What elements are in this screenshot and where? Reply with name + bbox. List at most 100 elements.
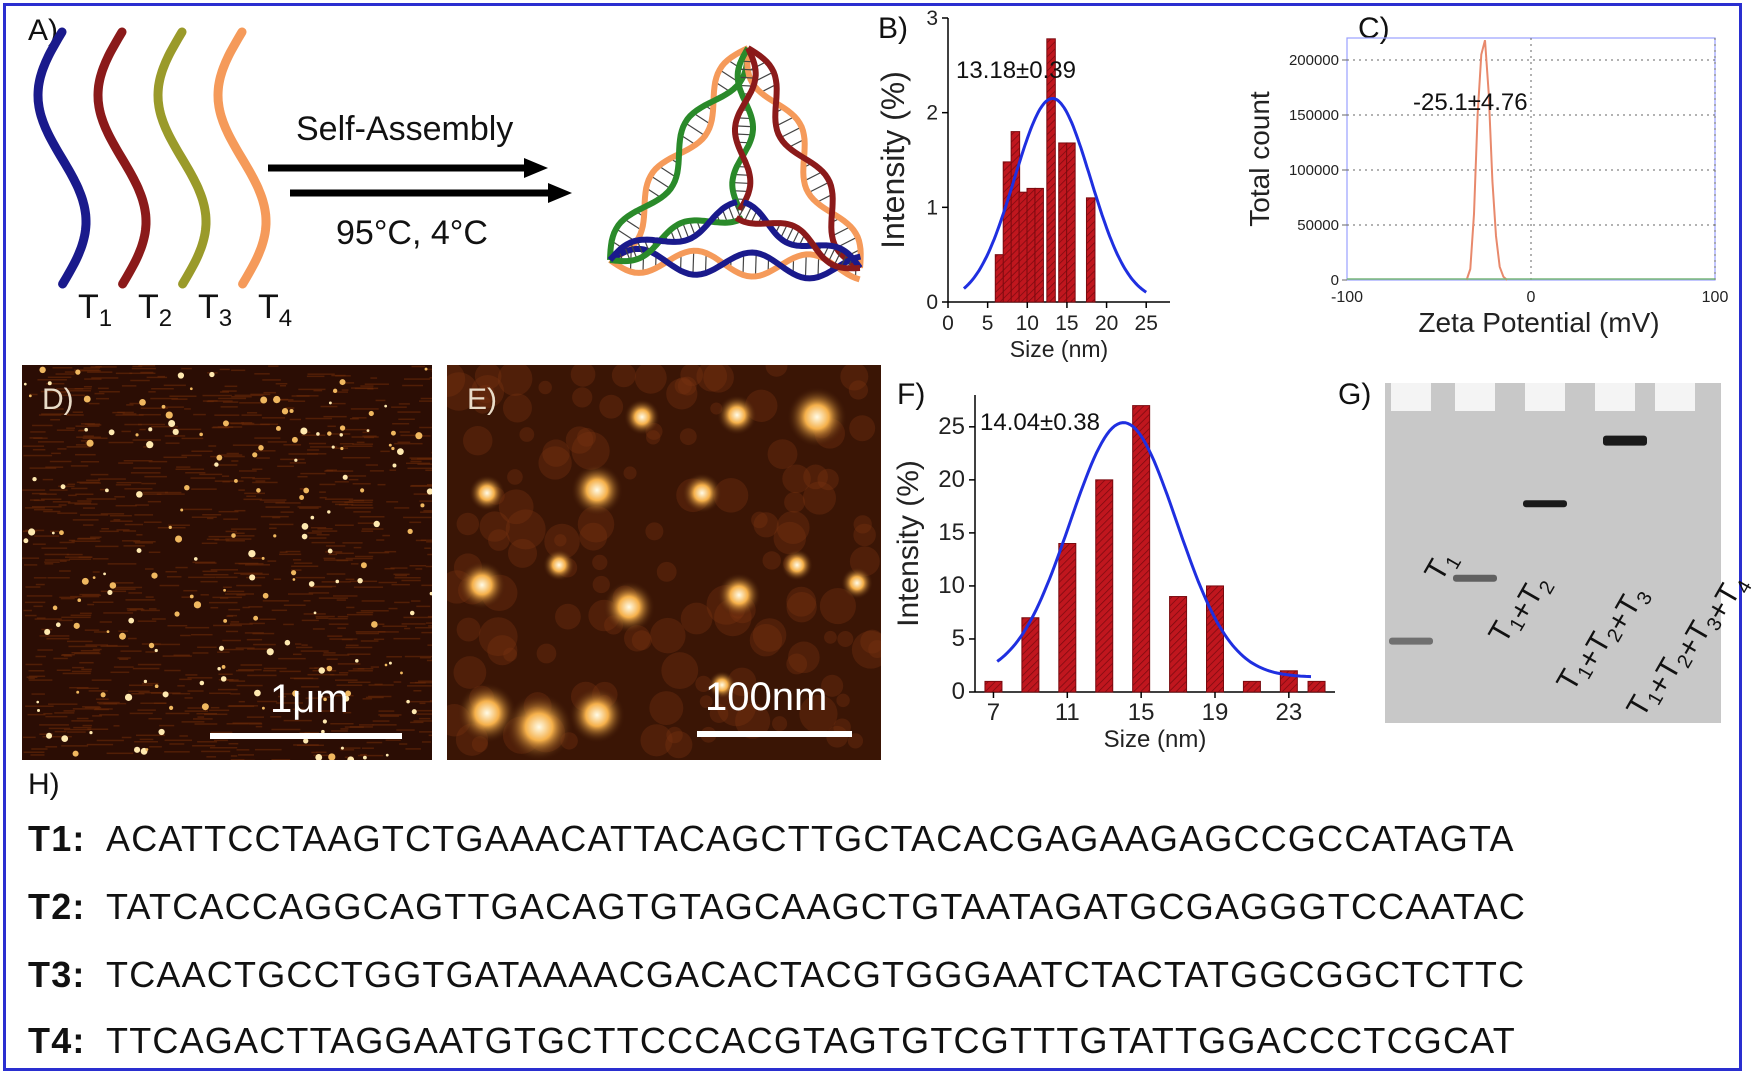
texture-streak — [31, 693, 45, 695]
panel-a-scheme: T1 T2 T3 T4 Self-Assembly 95°C, 4°C — [33, 27, 864, 332]
texture-streak — [352, 443, 374, 445]
x-tick-label: 15 — [1128, 699, 1155, 726]
texture-streak — [190, 477, 216, 479]
particle-dot — [388, 661, 392, 665]
texture-blob — [577, 505, 615, 543]
texture-streak — [231, 395, 252, 398]
texture-blob — [799, 694, 838, 734]
texture-streak — [83, 367, 100, 369]
strand-label-t3: T3 — [198, 288, 232, 332]
texture-streak — [115, 414, 144, 416]
texture-streak — [311, 541, 335, 544]
texture-streak — [293, 744, 319, 746]
texture-streak — [420, 397, 432, 400]
particle-dot — [55, 622, 61, 628]
texture-streak — [110, 671, 130, 674]
texture-blob — [579, 522, 608, 551]
texture-streak — [59, 541, 75, 544]
texture-streak — [35, 655, 46, 658]
texture-streak — [47, 376, 72, 379]
particle-dot — [184, 484, 190, 491]
texture-streak — [236, 594, 246, 596]
texture-streak — [80, 514, 109, 516]
texture-streak — [344, 507, 374, 509]
texture-streak — [255, 725, 263, 728]
texture-streak — [273, 578, 282, 580]
texture-streak — [69, 558, 92, 560]
texture-streak — [240, 573, 269, 576]
texture-streak — [351, 504, 373, 506]
texture-streak — [226, 615, 234, 617]
texture-blob — [868, 640, 881, 659]
texture-streak — [332, 391, 348, 393]
texture-streak — [201, 542, 218, 545]
texture-streak — [193, 413, 206, 416]
texture-streak — [114, 588, 136, 590]
texture-streak — [359, 516, 385, 518]
texture-streak — [25, 705, 54, 707]
texture-streak — [87, 371, 113, 373]
texture-streak — [279, 693, 301, 695]
texture-streak — [327, 425, 336, 428]
particle-dot — [148, 642, 155, 649]
texture-streak — [74, 652, 101, 655]
texture-blob — [819, 587, 856, 625]
texture-streak — [177, 685, 185, 687]
texture-streak — [101, 527, 109, 530]
texture-streak — [360, 610, 389, 612]
texture-streak — [425, 565, 432, 568]
particle-dot — [326, 665, 333, 672]
texture-streak — [409, 457, 432, 459]
texture-blob — [656, 561, 677, 582]
texture-streak — [169, 743, 185, 745]
texture-streak — [396, 729, 415, 731]
texture-blob — [773, 521, 807, 555]
texture-streak — [348, 478, 359, 481]
x-axis-label: Zeta Potential (mV) — [1418, 307, 1659, 338]
texture-streak — [137, 620, 157, 622]
texture-streak — [340, 728, 349, 730]
texture-streak — [76, 481, 100, 484]
zeta-annotation: -25.1±4.76 — [1413, 89, 1528, 116]
texture-streak — [153, 702, 166, 704]
texture-streak — [61, 616, 91, 619]
texture-streak — [208, 445, 217, 447]
texture-streak — [353, 511, 371, 513]
particle-dot — [165, 411, 173, 419]
gel-background — [1385, 383, 1721, 723]
texture-streak — [113, 725, 120, 727]
particle-dot — [292, 578, 296, 581]
texture-streak — [50, 530, 59, 533]
texture-streak — [143, 493, 162, 495]
texture-streak — [159, 584, 180, 587]
texture-streak — [208, 535, 234, 538]
texture-streak — [71, 651, 100, 654]
texture-streak — [34, 508, 53, 511]
particle-dot — [107, 589, 113, 595]
texture-streak — [415, 626, 432, 629]
texture-streak — [373, 638, 385, 641]
texture-streak — [326, 545, 346, 547]
texture-streak — [149, 608, 157, 610]
texture-streak — [418, 717, 431, 720]
texture-streak — [165, 570, 177, 573]
particle-dot — [81, 577, 89, 585]
texture-streak — [70, 614, 92, 617]
x-tick-label: 19 — [1202, 699, 1229, 726]
texture-streak — [122, 530, 137, 532]
gel-well — [1455, 383, 1495, 411]
texture-streak — [324, 498, 354, 500]
texture-streak — [129, 608, 145, 611]
particle-dot — [216, 454, 223, 461]
texture-streak — [360, 753, 368, 756]
texture-streak — [92, 571, 100, 573]
texture-streak — [376, 539, 385, 541]
texture-streak — [268, 365, 279, 367]
texture-streak — [130, 472, 161, 474]
texture-streak — [88, 690, 108, 692]
texture-streak — [297, 475, 308, 478]
texture-streak — [86, 498, 117, 500]
texture-streak — [28, 675, 46, 678]
texture-blob — [786, 653, 808, 675]
particle-dot — [310, 515, 315, 520]
